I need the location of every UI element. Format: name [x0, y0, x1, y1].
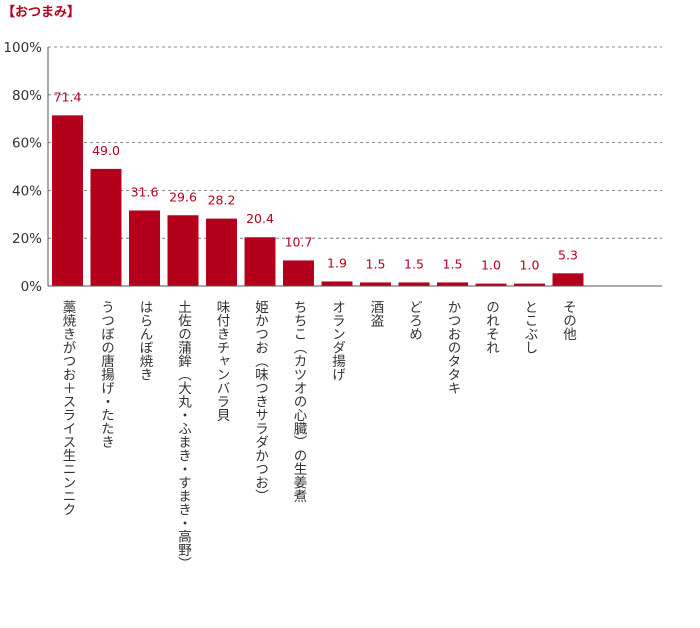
y-axis-ticks: 0% 20% 40% 60% 80% 100% — [3, 40, 42, 295]
data-label: 10.7 — [285, 234, 313, 249]
bar — [514, 283, 545, 286]
category-label: 姫かつお（味つきサラダかつお） — [252, 300, 269, 503]
bar — [321, 281, 353, 286]
chart-title: 【おつまみ】 — [2, 4, 80, 20]
data-label: 1.9 — [327, 255, 347, 270]
bars — [52, 115, 584, 286]
data-label: 20.4 — [246, 211, 274, 226]
data-label: 1.5 — [404, 256, 424, 271]
category-label: うつぼの唐揚げ・たたき — [98, 300, 115, 449]
bar — [283, 260, 314, 286]
category-label: かつおのタタキ — [445, 300, 461, 395]
category-label: 土佐の蒲鉾（大丸・ふまき・すまき・高野） — [175, 300, 192, 570]
bar — [398, 282, 430, 286]
data-label: 1.0 — [481, 258, 501, 273]
data-label: 1.0 — [520, 258, 540, 273]
y-tick-label: 0% — [21, 279, 43, 295]
data-label: 31.6 — [131, 184, 159, 199]
gridlines — [48, 46, 662, 239]
category-label: 味付きチャンバラ貝 — [214, 300, 231, 422]
category-label: とこぶし — [522, 300, 539, 354]
category-label: オランダ揚げ — [329, 300, 346, 381]
y-tick-label: 20% — [12, 231, 42, 247]
data-label: 28.2 — [208, 193, 236, 208]
axes — [47, 47, 662, 287]
category-labels: 藁焼きがつお＋スライス生ニンニク うつぼの唐揚げ・たたき はらんぼ焼き 土佐の蒲鉾（大… — [60, 300, 577, 570]
category-label: どろめ — [406, 300, 422, 341]
category-label: のれそれ — [483, 300, 500, 354]
bar — [437, 282, 468, 286]
data-label: 71.4 — [54, 89, 82, 104]
category-label: その他 — [560, 300, 577, 342]
bar — [90, 168, 122, 286]
bar — [552, 273, 584, 286]
y-tick-label: 100% — [3, 40, 42, 56]
data-label: 5.3 — [558, 247, 578, 262]
y-tick-label: 80% — [12, 88, 42, 104]
data-label: 29.6 — [169, 189, 197, 204]
bar — [167, 215, 199, 286]
bar — [360, 282, 391, 286]
data-labels: 71.4 49.0 31.6 29.6 28.2 20.4 10.7 1.9 1.5 1.5 1.5… — [54, 89, 578, 272]
y-tick-label: 40% — [12, 183, 42, 199]
category-label: はらんぼ焼き — [137, 300, 154, 381]
data-label: 49.0 — [92, 143, 120, 158]
data-label: 1.5 — [443, 256, 463, 271]
bar — [206, 218, 237, 286]
category-label: 酒盗 — [368, 300, 385, 328]
category-label: ちちこ（カツオの心臓）の生姜煮 — [291, 300, 308, 503]
bar — [475, 283, 507, 286]
bar — [129, 210, 160, 286]
bar — [52, 115, 83, 286]
bar — [244, 237, 276, 286]
category-label: 藁焼きがつお＋スライス生ニンニク — [60, 300, 77, 517]
data-label: 1.5 — [366, 256, 386, 271]
y-tick-label: 60% — [12, 136, 42, 152]
